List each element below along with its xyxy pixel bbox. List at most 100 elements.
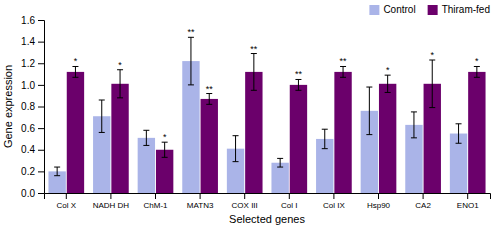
error-bar xyxy=(340,66,346,77)
y-tick: 0.6 xyxy=(21,123,44,134)
chart: 0.00.20.40.60.81.01.21.41.6Col XNADH DHC… xyxy=(0,0,500,227)
x-tick: ENO1 xyxy=(457,193,479,210)
bar xyxy=(334,72,351,193)
y-tick-label: 0.2 xyxy=(21,166,35,177)
x-tick-mark xyxy=(333,193,334,199)
x-tick-label: MATN3 xyxy=(187,201,214,210)
y-tick-mark xyxy=(38,193,44,194)
error-bar xyxy=(322,129,328,148)
x-tick: NADH DH xyxy=(93,193,130,210)
x-tick-label: ChM-1 xyxy=(143,201,168,210)
x-tick-label: ENO1 xyxy=(457,201,479,210)
bar xyxy=(138,138,155,193)
error-bar xyxy=(277,158,283,167)
x-tick-label: COX III xyxy=(232,201,258,210)
x-tick-label: CA2 xyxy=(415,201,431,210)
bar xyxy=(111,84,128,193)
x-tick: CA2 xyxy=(415,193,431,210)
annotations: **************** xyxy=(74,27,479,142)
y-tick-mark xyxy=(38,85,44,86)
legend-label: Control xyxy=(383,4,415,15)
error-bar xyxy=(251,54,257,91)
significance-label: ** xyxy=(340,56,348,66)
x-tick: Col IX xyxy=(323,193,345,210)
x-tick-mark xyxy=(155,193,156,199)
y-tick: 1.4 xyxy=(21,36,44,47)
y-tick: 0.8 xyxy=(21,101,44,112)
plot: 0.00.20.40.60.81.01.21.41.6Col XNADH DHC… xyxy=(21,15,490,210)
y-tick: 0.0 xyxy=(21,188,44,199)
y-tick-label: 1.4 xyxy=(21,36,35,47)
marks xyxy=(48,37,485,193)
x-tick: Hsp90 xyxy=(367,193,391,210)
bar xyxy=(379,84,396,193)
y-tick-label: 1.0 xyxy=(21,80,35,91)
y-tick-label: 0.6 xyxy=(21,123,35,134)
significance-label: * xyxy=(386,65,390,75)
significance-label: ** xyxy=(250,44,258,54)
error-bar xyxy=(206,94,212,105)
y-tick-mark xyxy=(38,20,44,21)
error-bar xyxy=(474,66,480,77)
y-tick-mark xyxy=(38,42,44,43)
y-tick-mark xyxy=(38,128,44,129)
y-tick: 0.4 xyxy=(21,144,44,155)
legend-swatch xyxy=(369,5,379,15)
legend-item: Thiram-fed xyxy=(428,4,490,15)
x-tick-label: Col IX xyxy=(323,201,345,210)
legend-swatch xyxy=(428,5,438,15)
x-tick-mark xyxy=(378,193,379,199)
x-tick-mark xyxy=(200,193,201,199)
x-tick-mark xyxy=(467,193,468,199)
legend-item: Control xyxy=(369,4,415,15)
error-bar xyxy=(295,79,301,90)
bar xyxy=(67,72,84,193)
y-tick: 1.0 xyxy=(21,80,44,91)
error-bar xyxy=(366,87,372,135)
y-tick-mark xyxy=(38,107,44,108)
y-tick-label: 0.4 xyxy=(21,144,35,155)
y-tick: 0.2 xyxy=(21,166,44,177)
significance-label: ** xyxy=(206,84,214,94)
y-tick-mark xyxy=(38,150,44,151)
error-bar xyxy=(72,66,78,77)
x-tick: MATN3 xyxy=(187,193,214,210)
y-tick-label: 0.8 xyxy=(21,101,35,112)
x-tick-mark xyxy=(66,193,67,199)
error-bar xyxy=(188,37,194,85)
x-tick-mark xyxy=(423,193,424,199)
error-bar xyxy=(456,124,462,143)
x-tick-mark xyxy=(244,193,245,199)
x-axis-title: Selected genes xyxy=(229,213,305,225)
y-tick-label: 1.6 xyxy=(21,15,35,26)
significance-label: * xyxy=(475,56,479,66)
series xyxy=(48,37,467,193)
x-tick: Col I xyxy=(281,193,297,210)
legend: Thiram-fed Control xyxy=(369,4,490,15)
y-tick-mark xyxy=(38,171,44,172)
error-bar xyxy=(429,60,435,108)
bar xyxy=(468,72,485,193)
significance-label: * xyxy=(118,60,122,70)
x-tick-label: Col I xyxy=(281,201,297,210)
bar xyxy=(201,99,218,193)
x-tick-mark xyxy=(289,193,290,199)
x-tick-label: NADH DH xyxy=(93,201,130,210)
significance-label: * xyxy=(74,56,78,66)
x-tick: COX III xyxy=(232,193,258,210)
bar xyxy=(290,85,307,193)
y-axis-title: Gene expression xyxy=(2,65,14,148)
x-tick-label: Hsp90 xyxy=(367,201,391,210)
error-bar xyxy=(411,112,417,138)
significance-label: ** xyxy=(295,69,303,79)
y-axis: 0.00.20.40.60.81.01.21.41.6 xyxy=(21,15,44,199)
error-bar xyxy=(162,142,168,157)
significance-label: ** xyxy=(187,27,195,37)
error-bar xyxy=(99,100,105,132)
y-axis-line xyxy=(38,21,45,194)
significance-label: * xyxy=(163,132,167,142)
error-bar xyxy=(233,136,239,162)
significance-label: * xyxy=(430,50,434,60)
y-tick-mark xyxy=(38,63,44,64)
error-bar xyxy=(54,167,60,176)
